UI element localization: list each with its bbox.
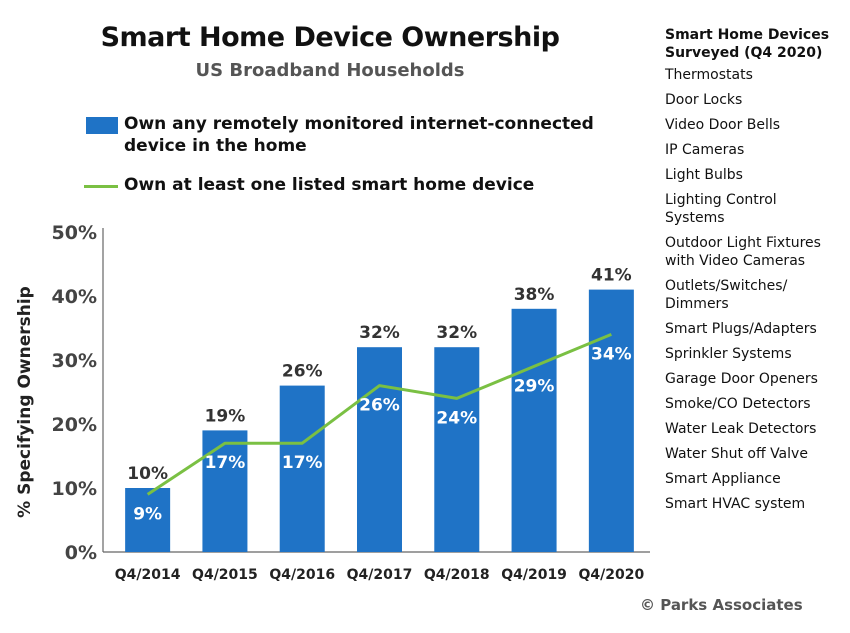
- device-list-item-line: Outlets/Switches/: [665, 278, 788, 294]
- x-tick-label: Q4/2020: [578, 567, 644, 583]
- device-list-item: Door Locks: [665, 91, 845, 109]
- y-tick-label: 20%: [52, 414, 97, 436]
- device-list-item: Smart HVAC system: [665, 495, 845, 513]
- line-value-label: 17%: [205, 453, 246, 473]
- device-list-item: Video Door Bells: [665, 116, 845, 134]
- bar-q4-2015: [202, 430, 248, 552]
- y-tick-label: 30%: [52, 350, 97, 372]
- device-list-item-line: Video Door Bells: [665, 117, 781, 133]
- device-list-item: Outlets/Switches/Dimmers: [665, 277, 845, 313]
- device-list-item: IP Cameras: [665, 141, 845, 159]
- y-tick-label: 10%: [52, 478, 97, 500]
- bar-value-label: 32%: [436, 323, 477, 343]
- device-list-item: Smart Appliance: [665, 470, 845, 488]
- legend-bar-label: Own any remotely monitored internet-conn…: [124, 113, 604, 157]
- device-list-item: Smart Plugs/Adapters: [665, 320, 845, 338]
- bar-q4-2017: [357, 347, 402, 552]
- device-list-item: Smoke/CO Detectors: [665, 395, 845, 413]
- x-tick-label: Q4/2014: [115, 567, 181, 583]
- y-axis-label: % Specifying Ownership: [15, 286, 35, 518]
- device-list-item-line: Water Leak Detectors: [665, 421, 817, 437]
- x-tick-label: Q4/2018: [424, 567, 490, 583]
- line-value-label: 26%: [359, 396, 400, 416]
- bar-value-label: 26%: [282, 362, 323, 382]
- device-list-item: Water Leak Detectors: [665, 420, 845, 438]
- bar-value-label: 32%: [359, 323, 400, 343]
- legend-line-swatch: [84, 185, 118, 188]
- y-tick-label: 0%: [65, 542, 97, 564]
- device-list-item-line: Smoke/CO Detectors: [665, 396, 811, 412]
- device-list-item-line: Smart Appliance: [665, 471, 781, 487]
- device-list-item-line: Smart Plugs/Adapters: [665, 321, 817, 337]
- devices-surveyed-title: Smart Home Devices Surveyed (Q4 2020): [665, 26, 845, 62]
- chart-title: Smart Home Device Ownership: [100, 22, 560, 53]
- bar-q4-2016: [279, 385, 325, 552]
- devices-surveyed-title-line1: Smart Home Devices: [665, 27, 830, 43]
- device-list-item-line: Door Locks: [665, 92, 743, 108]
- legend-bar-swatch: [86, 117, 118, 134]
- x-tick-label: Q4/2017: [347, 567, 413, 583]
- device-list-item-line: Dimmers: [665, 296, 729, 312]
- chart-subtitle: US Broadband Households: [195, 60, 465, 81]
- device-list-item-line: Water Shut off Valve: [665, 446, 808, 462]
- devices-surveyed-list: Thermostats Door Locks Video Door Bells IP …: [665, 66, 845, 513]
- device-list-item-line: Thermostats: [665, 67, 753, 83]
- bar-value-label: 41%: [591, 266, 632, 286]
- line-value-label: 24%: [436, 408, 477, 428]
- line-value-label: 9%: [133, 504, 162, 524]
- device-list-item: Lighting Control Systems: [665, 191, 845, 227]
- devices-surveyed-panel: Smart Home Devices Surveyed (Q4 2020) Th…: [665, 26, 845, 520]
- device-list-item: Light Bulbs: [665, 166, 845, 184]
- device-list-item-line: Smart HVAC system: [665, 496, 806, 512]
- legend-bar-label-line1: Own any remotely monitored internet-conn…: [124, 114, 594, 134]
- legend-line-label: Own at least one listed smart home devic…: [124, 175, 535, 195]
- device-list-item-line: with Video Cameras: [665, 253, 806, 269]
- bar-q4-2020: [588, 289, 634, 552]
- bar-value-label: 19%: [205, 406, 246, 426]
- bar-q4-2014: [125, 488, 171, 552]
- devices-surveyed-title-line2: Surveyed (Q4 2020): [665, 45, 823, 61]
- device-list-item: Thermostats: [665, 66, 845, 84]
- device-list-item-line: Light Bulbs: [665, 167, 743, 183]
- x-tick-label: Q4/2019: [501, 567, 567, 583]
- x-tick-label: Q4/2015: [192, 567, 258, 583]
- bar-q4-2018: [434, 347, 480, 552]
- copyright-notice: © Parks Associates: [640, 596, 803, 614]
- line-value-label: 34%: [591, 344, 632, 364]
- bar-q4-2019: [511, 308, 557, 552]
- y-tick-label: 50%: [52, 222, 97, 244]
- bar-value-label: 10%: [127, 464, 168, 484]
- device-list-item: Outdoor Light Fixtures with Video Cameras: [665, 234, 845, 270]
- x-tick-label: Q4/2016: [269, 567, 335, 583]
- device-list-item-line: Lighting Control: [665, 192, 777, 208]
- line-value-label: 17%: [282, 453, 323, 473]
- y-tick-label: 40%: [52, 286, 97, 308]
- device-list-item: Sprinkler Systems: [665, 345, 845, 363]
- device-list-item-line: Outdoor Light Fixtures: [665, 235, 821, 251]
- device-list-item-line: Sprinkler Systems: [665, 346, 792, 362]
- device-list-item: Water Shut off Valve: [665, 445, 845, 463]
- device-list-item: Garage Door Openers: [665, 370, 845, 388]
- line-value-label: 29%: [514, 376, 555, 396]
- device-list-item-line: Systems: [665, 210, 725, 226]
- device-list-item-line: Garage Door Openers: [665, 371, 818, 387]
- legend-bar-label-line2: device in the home: [124, 136, 307, 156]
- device-list-item-line: IP Cameras: [665, 142, 745, 158]
- bar-value-label: 38%: [514, 285, 555, 305]
